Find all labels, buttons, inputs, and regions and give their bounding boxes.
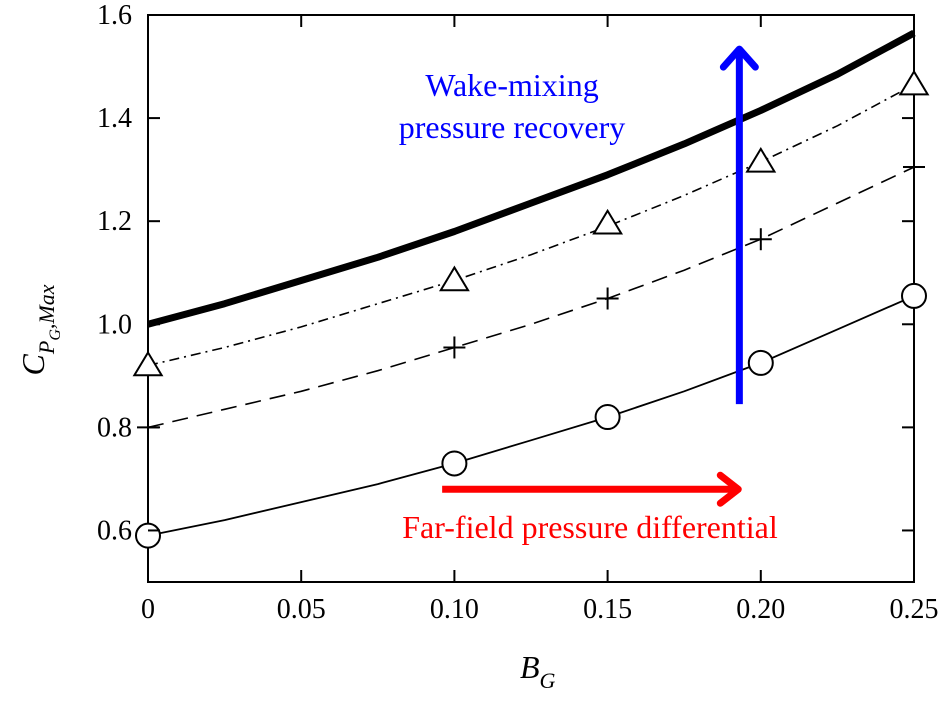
x-tick-label: 0 <box>141 594 155 625</box>
y-tick-label: 1.2 <box>97 206 132 237</box>
x-tick-label: 0.05 <box>277 594 326 625</box>
y-axis-label-main: C <box>15 353 51 375</box>
y-tick-label: 0.6 <box>97 515 132 546</box>
x-tick-label: 0.15 <box>583 594 632 625</box>
axis-labels: BG CPG,Max <box>15 284 556 693</box>
circle-marker <box>594 404 621 431</box>
triangle-marker <box>132 350 164 377</box>
triangle-marker <box>438 265 470 292</box>
triangle-marker <box>592 208 624 235</box>
series-line-solid <box>147 295 915 537</box>
circle-marker <box>747 349 774 376</box>
y-tick-label: 1.0 <box>97 309 132 340</box>
wake-label-line1: Wake-mixing <box>425 67 598 103</box>
y-tick-label: 1.4 <box>97 103 132 134</box>
wake-label-line2: pressure recovery <box>399 109 626 145</box>
series-line-dash-dot <box>147 83 915 367</box>
plus-marker <box>749 228 772 251</box>
x-tick-label: 0.20 <box>736 594 785 625</box>
triangle-marker <box>745 146 777 173</box>
x-axis-label: BG <box>520 649 556 693</box>
y-axis-label-sub1: P <box>34 341 59 355</box>
y-axis-label: CPG,Max <box>15 284 64 375</box>
series-group <box>147 29 916 537</box>
circle-marker <box>901 282 927 309</box>
plus-marker <box>443 336 466 359</box>
marker-group <box>132 69 930 549</box>
circle-marker <box>441 450 468 477</box>
tick-group: 0.6 0.8 1.0 1.2 1.4 1.6 0 0.05 0.10 0.15 0.20 0.25 <box>97 0 939 625</box>
x-tick-label: 0.25 <box>890 594 939 625</box>
annotation-group: Wake-mixing pressure recovery Far-field … <box>399 45 778 545</box>
farfield-arrow-head <box>716 471 742 507</box>
y-axis-label-sub2: G <box>47 329 64 341</box>
triangle-marker <box>898 69 930 96</box>
plus-marker <box>903 156 925 179</box>
y-tick-label: 0.8 <box>97 412 132 443</box>
series-line-dashed <box>147 166 915 429</box>
y-tick-label: 1.6 <box>97 0 132 31</box>
x-tick-label: 0.10 <box>430 594 479 625</box>
plus-marker <box>596 287 619 310</box>
farfield-label: Far-field pressure differential <box>402 509 778 545</box>
x-axis-label-sub: G <box>540 668 556 693</box>
series-line-thick-solid <box>147 29 916 328</box>
x-axis-label-main: B <box>520 649 540 685</box>
y-axis-label-sub3: ,Max <box>34 284 59 329</box>
wake-arrow-head <box>719 45 759 71</box>
circle-marker <box>135 522 161 549</box>
